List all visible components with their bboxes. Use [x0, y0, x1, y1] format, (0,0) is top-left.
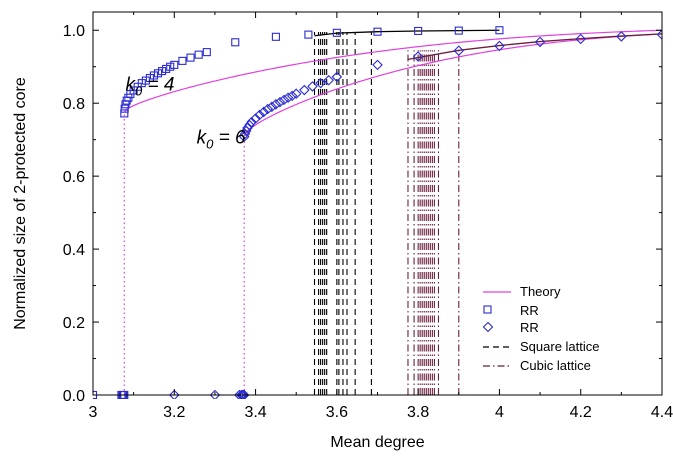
rr-diamond-point	[616, 31, 627, 42]
rr-square-point	[120, 104, 129, 113]
rr-diamond-point	[315, 77, 326, 89]
legend-label: Square lattice	[520, 339, 600, 354]
axes: 3 3.2 3.4 3.6 3.8 4 4.2 4.4 0.0 0.2 0.4 0.6 0.8 1.0 Me…	[12, 11, 673, 451]
x-tick-label: 3.6	[326, 404, 348, 421]
rr-square-point	[194, 50, 203, 59]
rr-square-point	[137, 79, 146, 88]
rr-square-point	[178, 56, 187, 65]
rr-diamond-point	[575, 33, 586, 45]
rr-square-point	[271, 32, 280, 41]
rr-diamond-point	[270, 99, 282, 110]
rr-square-point	[373, 27, 382, 36]
rr-square-point	[304, 30, 313, 39]
rr-diamond-point	[258, 106, 269, 118]
y-axis-label: Normalized size of 2-protected core	[12, 77, 29, 330]
rr-diamond-point	[246, 116, 257, 128]
rr-square-point	[141, 76, 150, 85]
rr-diamond-point	[282, 92, 294, 103]
rr-diamond-point	[278, 94, 290, 106]
legend-label: RR	[520, 320, 539, 335]
annotation-k6: k0 = 6	[197, 127, 246, 151]
rr-square-point	[495, 26, 504, 35]
rr-square-point	[145, 73, 154, 83]
rr-square-point	[202, 48, 211, 57]
legend: Theory RR RR Square lattice Cubic lattice	[482, 284, 600, 373]
y-tick-label: 0.0	[63, 388, 85, 405]
rr-diamond-point	[290, 88, 302, 99]
theory-curve	[243, 33, 662, 137]
rr-diamond-point	[372, 59, 383, 71]
rr-square-point	[166, 62, 175, 71]
rr-diamond-point	[209, 389, 221, 399]
y-tick-label: 1.0	[63, 23, 85, 40]
rr-diamond-point	[286, 90, 298, 102]
rr-square-point	[149, 71, 159, 80]
rr-diamond-point	[254, 109, 265, 121]
y-tick-label: 0.4	[63, 242, 85, 259]
legend-label: RR	[520, 303, 539, 318]
x-tick-label: 4.2	[570, 404, 592, 421]
rr-square-point	[158, 67, 167, 76]
rr-diamond-point	[299, 84, 310, 96]
rr-square-point	[120, 109, 129, 118]
rr-diamond-point	[266, 101, 278, 113]
square-lattice-curve	[314, 29, 500, 37]
rr-square-point	[231, 38, 240, 47]
rr-diamond-point	[234, 389, 245, 399]
rr-diamond-point	[169, 389, 180, 399]
rr-diamond-point	[244, 119, 255, 131]
x-tick-label: 3.4	[244, 404, 266, 421]
rr-diamond-point	[323, 74, 335, 86]
rr-diamond-point	[274, 96, 286, 108]
legend-label: Cubic lattice	[520, 358, 591, 373]
rr-square-point	[162, 64, 171, 73]
x-tick-label: 3.2	[163, 404, 185, 421]
x-tick-label: 3.8	[407, 404, 429, 421]
rr-diamond-point	[242, 122, 253, 134]
rr-diamond-point	[262, 103, 274, 115]
y-tick-label: 0.2	[63, 315, 85, 332]
rr-diamond-point	[494, 40, 505, 52]
y-tick-label: 0.6	[63, 169, 85, 186]
cubic-lattice-curve	[407, 33, 662, 61]
annotation-k4: k0 = 4	[126, 74, 175, 98]
x-tick-label: 4	[495, 404, 504, 421]
y-tick-label: 0.8	[63, 96, 85, 113]
rr-square-point	[454, 26, 463, 35]
rr-diamond-point	[453, 45, 465, 56]
plot-area	[93, 26, 662, 399]
rr-diamond-point	[250, 113, 261, 124]
x-axis-label: Mean degree	[330, 434, 424, 451]
rr-square-point	[170, 60, 179, 69]
rr-diamond-point	[238, 389, 250, 399]
rr-diamond-point	[412, 51, 424, 62]
rr-square-point	[153, 69, 163, 78]
rr-square-point	[414, 26, 423, 36]
x-tick-label: 4.4	[651, 404, 673, 421]
annotations: k0 = 4 k0 = 6	[126, 74, 247, 151]
theory-curve	[123, 29, 662, 113]
rr-diamond-point	[238, 389, 249, 399]
rr-square-point	[186, 53, 195, 62]
x-tick-label: 3	[89, 404, 98, 421]
rr-diamond-point	[237, 389, 248, 399]
rr-diamond-point	[534, 36, 546, 48]
legend-label: Theory	[520, 284, 561, 299]
legend-square-swatch	[483, 305, 492, 314]
rr-diamond-point	[656, 29, 662, 40]
rr-diamond-point	[307, 81, 318, 92]
rr-square-point	[332, 28, 341, 37]
rr-diamond-point	[236, 389, 247, 399]
rr-diamond-point	[331, 71, 343, 83]
legend-diamond-swatch	[482, 321, 494, 333]
